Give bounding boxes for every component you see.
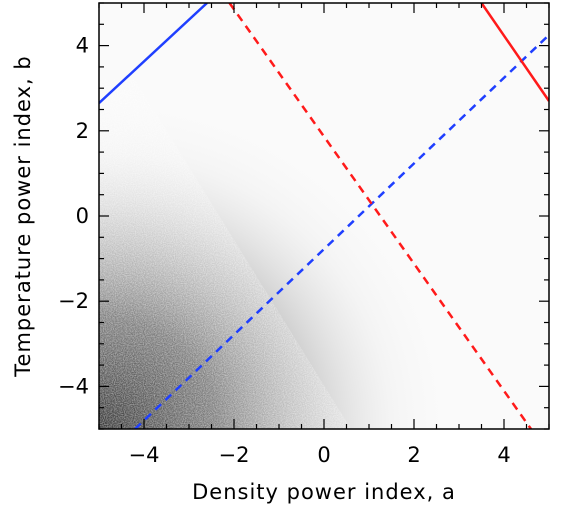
x-tick-label: −4 bbox=[129, 443, 160, 467]
y-tick-label: −4 bbox=[58, 374, 89, 398]
x-tick-label: 2 bbox=[407, 443, 420, 467]
ticks-layer: −4 −2 0 2 4 −4 −2 0 2 4 bbox=[58, 2, 550, 467]
series-line-1 bbox=[99, 3, 208, 105]
y-axis-label: Temperature power index, b bbox=[11, 55, 35, 377]
x-tick-label: 0 bbox=[317, 443, 330, 467]
series-line-4 bbox=[228, 3, 533, 429]
series-line-2 bbox=[134, 34, 549, 429]
x-tick-label: 4 bbox=[497, 443, 510, 467]
x-axis-label: Density power index, a bbox=[192, 480, 456, 504]
y-tick-label: 2 bbox=[76, 119, 89, 143]
y-tick-label: −2 bbox=[58, 289, 89, 313]
lines-layer bbox=[99, 3, 549, 429]
series-line-3 bbox=[480, 3, 549, 102]
plot-area: −4 −2 0 2 4 −4 −2 0 2 4 bbox=[58, 2, 550, 467]
y-tick-label: 4 bbox=[76, 34, 89, 58]
y-tick-label: 0 bbox=[76, 204, 89, 228]
x-tick-label: −2 bbox=[219, 443, 250, 467]
